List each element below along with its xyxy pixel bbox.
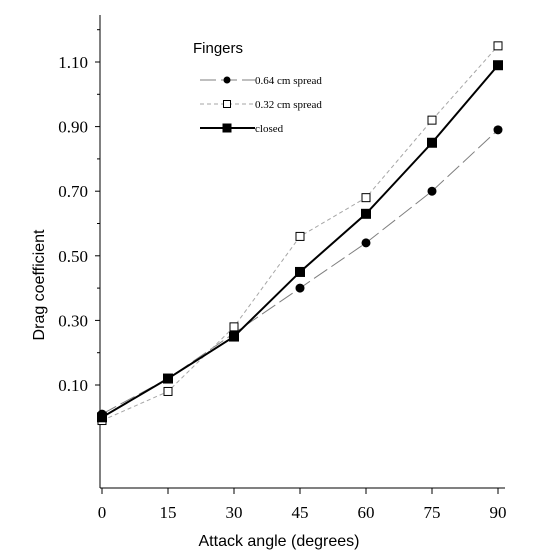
x-axis-title: Attack angle (degrees) (199, 533, 360, 550)
legend-items: 0.64 cm spread 0.32 cm spread closed (200, 75, 322, 135)
legend-item: closed (200, 123, 284, 135)
data-point-filled-square (493, 60, 503, 71)
x-tick-label: 15 (160, 503, 177, 522)
data-point-open-square (163, 386, 173, 396)
y-ticks: 0.10 0.30 0.50 0.70 0.90 1.10 (58, 29, 100, 418)
data-point-open-square (295, 231, 305, 241)
data-point-circle (295, 283, 305, 293)
x-tick-label: 75 (424, 503, 441, 522)
data-point-filled-square (222, 123, 232, 133)
data-point-circle (223, 76, 231, 84)
data-point-circle (427, 186, 437, 196)
y-tick-label: 0.30 (58, 311, 88, 330)
series-2 (97, 41, 503, 426)
data-point-circle (361, 238, 371, 248)
data-point-filled-square (229, 331, 239, 342)
data-point-open-square (229, 322, 239, 332)
legend-title: Fingers (193, 40, 243, 57)
data-point-filled-square (295, 266, 305, 277)
y-axis-title: Drag coefficient (31, 229, 48, 340)
x-tick-label: 60 (358, 503, 375, 522)
data-point-open-square (361, 193, 371, 203)
y-tick-label: 0.10 (58, 376, 88, 395)
series-3 (97, 60, 503, 423)
x-tick-label: 90 (490, 503, 507, 522)
y-axis: 0.10 0.30 0.50 0.70 0.90 1.10 (58, 15, 101, 488)
data-point-open-square (223, 100, 231, 108)
legend: Fingers 0.64 cm spread 0.32 cm spread clos… (193, 40, 322, 135)
series-line (101, 64, 499, 419)
y-tick-label: 0.70 (58, 182, 88, 201)
data-point-open-square (493, 41, 503, 51)
legend-label: closed (255, 123, 284, 135)
data-point-filled-square (163, 373, 173, 384)
y-tick-label: 1.10 (58, 53, 88, 72)
x-axis: 0 15 30 45 60 75 90 (98, 487, 507, 522)
legend-item: 0.32 cm spread (200, 99, 322, 111)
legend-label: 0.32 cm spread (255, 99, 322, 111)
x-tick-label: 45 (292, 503, 309, 522)
plot-series (97, 41, 503, 426)
data-point-circle (493, 125, 503, 135)
legend-item: 0.64 cm spread (200, 75, 322, 87)
data-point-filled-square (361, 208, 371, 219)
legend-label: 0.64 cm spread (255, 75, 322, 87)
x-tick-label: 0 (98, 503, 107, 522)
data-point-filled-square (97, 412, 107, 423)
y-tick-label: 0.50 (58, 247, 88, 266)
y-tick-label: 0.90 (58, 118, 88, 137)
data-point-open-square (427, 115, 437, 125)
x-tick-label: 30 (226, 503, 243, 522)
data-point-filled-square (427, 137, 437, 148)
x-ticks: 0 15 30 45 60 75 90 (98, 488, 507, 522)
